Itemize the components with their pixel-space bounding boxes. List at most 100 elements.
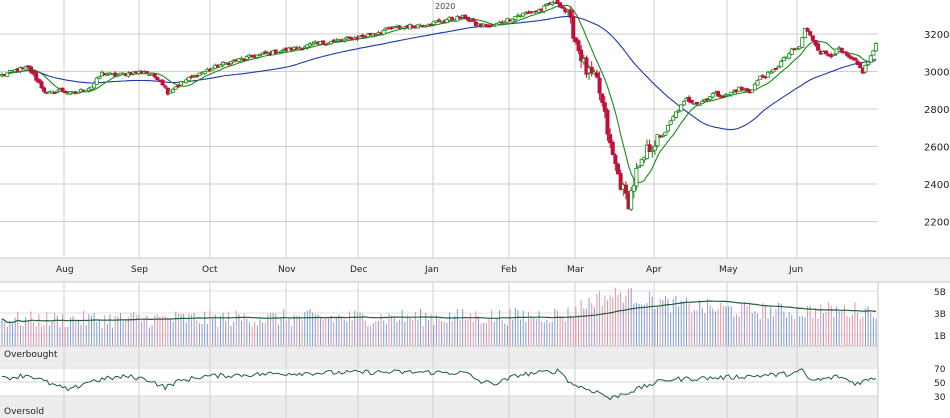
candle-up	[676, 110, 681, 113]
candle-up	[279, 50, 284, 53]
candle-up	[874, 43, 879, 52]
candle-up	[652, 145, 657, 151]
candle-up	[666, 124, 671, 132]
oscillator-line	[2, 368, 877, 401]
candle-up	[521, 12, 526, 17]
candle-down	[26, 65, 31, 68]
candle-down	[323, 43, 328, 46]
candle-up	[700, 101, 705, 104]
candle-up	[229, 60, 234, 65]
month-label: Sep	[131, 265, 148, 275]
candle-down	[623, 184, 628, 194]
candle-up	[663, 131, 668, 136]
candle-up	[639, 158, 644, 166]
candle-down	[602, 102, 607, 112]
candle-down	[839, 47, 844, 52]
candle-up	[365, 33, 370, 38]
month-label: Oct	[202, 265, 218, 275]
candle-up	[637, 165, 642, 168]
candle-up	[660, 134, 665, 137]
month-label: Mar	[567, 265, 584, 275]
candle-down	[813, 40, 818, 46]
candle-up	[650, 149, 655, 152]
candle-down	[647, 144, 652, 153]
candle-down	[855, 60, 860, 66]
candle-up	[105, 73, 110, 76]
candle-up	[871, 50, 876, 56]
candle-up	[537, 9, 542, 13]
candle-up	[766, 71, 771, 78]
price-candles	[0, 0, 879, 212]
candle-down	[571, 15, 576, 39]
candle-up	[18, 67, 23, 72]
candle-down	[616, 163, 621, 175]
candle-up	[750, 89, 755, 93]
candle-up	[655, 134, 660, 147]
candle-down	[436, 19, 441, 22]
candle-up	[23, 66, 28, 70]
candle-up	[186, 76, 191, 82]
price-tick-label: 2200	[924, 218, 949, 229]
oversold-label: Oversold	[4, 407, 44, 417]
candle-up	[542, 5, 547, 12]
candle-up	[5, 72, 10, 77]
candle-down	[450, 17, 455, 20]
candle-down	[610, 141, 615, 155]
candle-up	[752, 83, 757, 91]
candle-up	[631, 185, 636, 192]
volume-tick-label: 1B	[934, 332, 946, 342]
candle-down	[52, 91, 57, 94]
candle-up	[171, 88, 176, 93]
month-label: Jan	[424, 265, 439, 275]
candle-up	[202, 70, 207, 75]
candle-up	[779, 61, 784, 68]
candle-up	[634, 168, 639, 187]
candle-down	[568, 9, 573, 18]
candle-up	[276, 52, 281, 55]
oscillator-tick-label: 30	[934, 393, 946, 403]
candle-down	[716, 91, 721, 97]
candle-down	[845, 52, 850, 56]
candle-up	[329, 40, 334, 45]
candle-up	[444, 19, 449, 23]
candle-up	[834, 48, 839, 55]
price-tick-label: 2800	[924, 105, 949, 116]
overbought-label: Overbought	[4, 350, 58, 360]
candle-up	[92, 82, 97, 89]
candle-up	[184, 79, 189, 84]
price-panel-bg	[0, 0, 950, 258]
candle-up	[97, 76, 102, 79]
price-tick-label: 3000	[924, 68, 949, 79]
candle-up	[381, 29, 386, 35]
candle-up	[342, 38, 347, 42]
candle-up	[668, 120, 673, 125]
price-tick-label: 3200	[924, 30, 949, 41]
right-axis-bg	[878, 282, 950, 418]
candle-down	[463, 14, 468, 19]
candle-down	[721, 96, 726, 99]
month-label: Aug	[56, 265, 74, 275]
axis-labels: Aug Sep Oct Nov Dec Jan Feb Mar Apr May Jun 2200 240…	[56, 30, 949, 403]
candle-down	[560, 6, 565, 9]
candle-down	[852, 57, 857, 61]
candle-down	[152, 73, 157, 78]
candle-down	[60, 87, 65, 92]
candle-down	[816, 43, 821, 51]
oscillator-tick-label: 70	[934, 365, 946, 375]
candle-up	[510, 18, 515, 22]
candle-down	[429, 23, 434, 26]
candle-down	[576, 40, 581, 51]
candle-up	[502, 21, 507, 24]
candle-down	[160, 79, 165, 86]
candle-up	[513, 16, 518, 20]
candle-up	[708, 96, 713, 100]
candle-down	[739, 86, 744, 90]
year-marker: 2020	[435, 2, 455, 11]
price-tick-label: 2400	[924, 180, 949, 191]
candle-down	[36, 79, 41, 83]
volume-average-line	[1, 300, 877, 324]
candle-up	[173, 86, 178, 90]
candle-down	[465, 16, 470, 21]
candle-down	[321, 40, 326, 44]
candle-up	[310, 42, 315, 46]
